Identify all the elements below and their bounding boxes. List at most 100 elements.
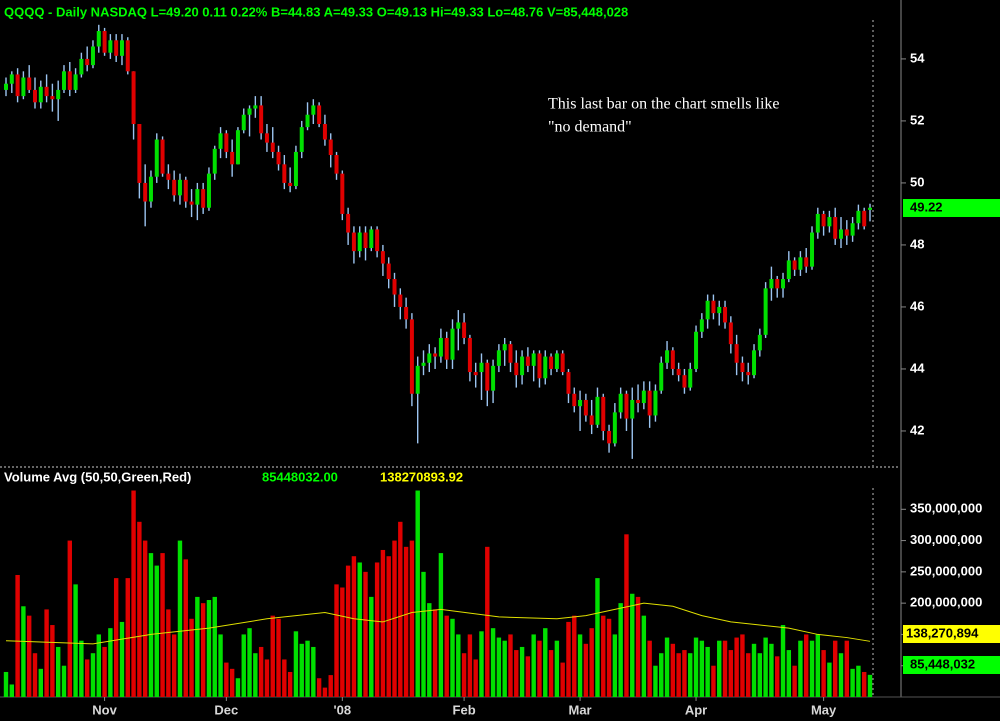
candle-body	[786, 260, 791, 280]
candle-body	[56, 89, 61, 100]
candle-body	[636, 399, 641, 404]
candle-body	[467, 337, 472, 373]
candle-body	[293, 151, 298, 187]
volume-bar	[676, 653, 681, 697]
candle-body	[131, 71, 136, 125]
candle-body	[728, 322, 733, 345]
volume-bar	[786, 650, 792, 697]
volume-bar	[345, 565, 351, 697]
volume-bar	[311, 646, 316, 697]
volume-bar	[369, 596, 374, 697]
last-price-box	[903, 199, 1000, 217]
candle-body	[694, 331, 699, 369]
volume-bar	[751, 643, 757, 697]
volume-bar	[490, 628, 496, 697]
volume-bar	[9, 684, 14, 697]
volume-bar	[235, 678, 241, 697]
candle-body	[299, 127, 304, 152]
candle-body	[235, 130, 240, 165]
candle-body	[160, 139, 165, 174]
candle-body	[601, 396, 606, 431]
volume-bar	[264, 659, 270, 697]
candle-body	[444, 337, 449, 360]
volume-bar	[757, 653, 763, 697]
candle-body	[369, 229, 374, 249]
volume-bar	[746, 653, 751, 697]
candle-body	[810, 232, 815, 267]
candle-body	[67, 71, 72, 90]
candle-body	[572, 393, 577, 407]
candle-body	[612, 412, 617, 444]
volume-bar	[606, 618, 612, 697]
candle-body	[868, 207, 872, 210]
volume-bar	[334, 584, 339, 697]
candle-body	[792, 260, 797, 270]
candle-body	[514, 362, 519, 376]
annotation: "no demand"	[548, 119, 632, 136]
volume-bar	[380, 549, 386, 697]
volume-bar	[160, 553, 165, 697]
volume-bar	[253, 653, 258, 697]
y-tick-label: 350,000,000	[910, 501, 982, 516]
volume-bar	[688, 653, 693, 697]
volume-bar	[856, 665, 861, 697]
candle-body	[595, 396, 600, 425]
candle-body	[177, 179, 182, 196]
volume-bar	[340, 587, 345, 697]
y-tick-label: 300,000,000	[910, 532, 982, 547]
candle-body	[114, 40, 119, 56]
candle-body	[473, 372, 478, 376]
volume-bar	[293, 631, 299, 697]
x-tick-label: '08	[334, 702, 352, 717]
candle-body	[282, 164, 287, 183]
y-tick-label: 48	[910, 236, 924, 251]
candle-body	[583, 399, 588, 416]
candle-body	[804, 257, 809, 267]
candle-body	[485, 362, 490, 391]
volume-bar	[276, 618, 281, 697]
volume-bar	[374, 562, 380, 697]
y-tick-label: 46	[910, 298, 924, 313]
last-volume-box	[903, 656, 1000, 674]
volume-bar	[206, 600, 212, 697]
candle-body	[108, 40, 113, 53]
candle-body	[815, 213, 820, 233]
volume-bar	[212, 596, 217, 697]
volume-bar	[351, 556, 357, 697]
candle-body	[653, 390, 658, 416]
volume-bar	[21, 606, 26, 697]
volume-bar	[282, 659, 287, 697]
candle-body	[96, 31, 101, 47]
volume-bar	[624, 534, 629, 697]
volume-bar	[61, 665, 67, 697]
candle-body	[380, 251, 385, 264]
y-tick-label: 50	[910, 174, 924, 189]
candle-body	[288, 182, 293, 187]
volume-bar	[601, 615, 606, 697]
volume-bar	[798, 640, 803, 697]
volume-bar	[740, 634, 745, 697]
candle-body	[73, 74, 78, 90]
candle-body	[172, 179, 177, 196]
volume-bar	[79, 640, 84, 697]
candle-body	[102, 31, 107, 53]
candle-body	[734, 344, 739, 363]
candle-body	[438, 337, 443, 357]
volume-bar	[328, 675, 333, 697]
volume-bar	[693, 637, 699, 697]
candle-body	[409, 319, 414, 394]
candle-body	[125, 40, 130, 72]
volume-bar	[398, 521, 403, 697]
volume-bar	[444, 615, 449, 697]
candle-body	[311, 105, 316, 115]
candle-body	[705, 300, 710, 320]
volume-bar	[821, 650, 826, 697]
volume-bar	[90, 653, 96, 697]
volume-bar	[154, 565, 159, 697]
candle-body	[398, 294, 403, 307]
candle-body	[44, 86, 49, 97]
candle-body	[833, 217, 838, 239]
candle-body	[305, 114, 310, 128]
candle-body	[322, 124, 327, 140]
volume-bar	[305, 640, 310, 697]
